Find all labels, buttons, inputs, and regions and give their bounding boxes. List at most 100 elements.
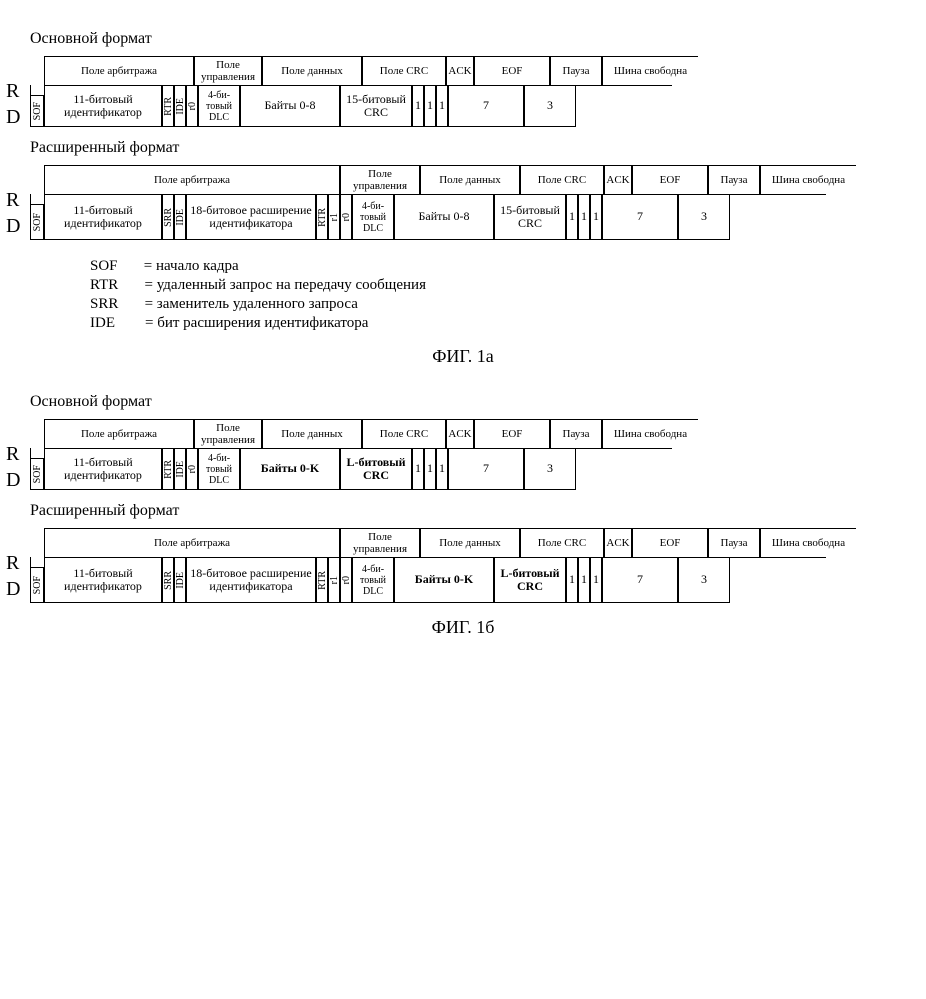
- eof: 7: [448, 448, 524, 490]
- rd-labels: R D: [6, 187, 20, 239]
- pause: 3: [678, 194, 730, 240]
- hdr-crc: Поле CRC: [362, 57, 446, 85]
- ide: IDE: [175, 209, 186, 226]
- eof: 7: [602, 557, 678, 603]
- title-basic-1a: Основной формат: [30, 30, 896, 48]
- ack-delim: 1: [436, 85, 448, 127]
- hdr-control: Поле управления: [194, 420, 262, 448]
- dlc: 4-би-товый DLC: [198, 448, 240, 490]
- rtr: RTR: [317, 208, 328, 227]
- hdr-data: Поле данных: [262, 420, 362, 448]
- d-label: D: [6, 576, 20, 602]
- ack-delim: 1: [590, 557, 602, 603]
- r0: r0: [187, 465, 198, 473]
- rtr: RTR: [163, 460, 174, 479]
- legend-srr: SRR = заменитель удаленного запроса: [90, 296, 896, 313]
- eof: 7: [602, 194, 678, 240]
- dlc: 4-би-товый DLC: [352, 194, 394, 240]
- hdr-busfree: Шина свободна: [602, 420, 698, 448]
- hdr-control: Поле управления: [340, 529, 420, 557]
- crc15: 15-битовый CRC: [340, 85, 412, 127]
- sof: SOF: [32, 102, 43, 120]
- hdr-pause: Пауза: [708, 529, 760, 557]
- crcL: L-битовый CRC: [340, 448, 412, 490]
- crcL: L-битовый CRC: [494, 557, 566, 603]
- r-label: R: [6, 78, 20, 104]
- d-label: D: [6, 104, 20, 130]
- bytesK: Байты 0-K: [240, 448, 340, 490]
- eof: 7: [448, 85, 524, 127]
- ide: IDE: [175, 461, 186, 478]
- id11: 11-битовый идентификатор: [44, 85, 162, 127]
- r-label: R: [6, 441, 20, 467]
- frame-basic-1a: R D Поле арбитража Поле управления Поле …: [30, 56, 896, 127]
- ack-slot: 1: [424, 85, 436, 127]
- busfree-line: [576, 85, 672, 127]
- crc15: 15-битовый CRC: [494, 194, 566, 240]
- hdr-crc: Поле CRC: [362, 420, 446, 448]
- dlc: 4-би-товый DLC: [198, 85, 240, 127]
- pause: 3: [678, 557, 730, 603]
- legend-ide: IDE = бит расширения идентификатора: [90, 315, 896, 332]
- ack-slot: 1: [578, 194, 590, 240]
- legend: SOF = начало кадра RTR = удаленный запро…: [90, 258, 896, 332]
- hdr-data: Поле данных: [262, 57, 362, 85]
- ext18: 18-битовое расширение идентификатора: [186, 194, 316, 240]
- frame-ext-1a: R D Поле арбитража Поле управления Поле …: [30, 165, 896, 240]
- sof: SOF: [32, 576, 43, 594]
- busfree-line: [576, 448, 672, 490]
- id11: 11-битовый идентификатор: [44, 557, 162, 603]
- hdr-busfree: Шина свободна: [760, 166, 856, 194]
- hdr-eof: EOF: [632, 166, 708, 194]
- hdr-arbitration: Поле арбитража: [44, 420, 194, 448]
- ack-delim: 1: [436, 448, 448, 490]
- d-label: D: [6, 213, 20, 239]
- bytes: Байты 0-8: [394, 194, 494, 240]
- hdr-ack: ACK: [446, 57, 474, 85]
- title-ext-1b: Расширенный формат: [30, 502, 896, 520]
- hdr-data: Поле данных: [420, 529, 520, 557]
- crc-delim: 1: [566, 194, 578, 240]
- crc-delim: 1: [412, 85, 424, 127]
- fig-1b-label: ФИГ. 1б: [30, 617, 896, 638]
- busfree-line: [730, 557, 826, 603]
- hdr-ack: ACK: [446, 420, 474, 448]
- frame-basic-1b: R D Поле арбитража Поле управления Поле …: [30, 419, 896, 490]
- bytesK: Байты 0-K: [394, 557, 494, 603]
- hdr-arbitration: Поле арбитража: [44, 166, 340, 194]
- d-label: D: [6, 467, 20, 493]
- title-basic-1b: Основной формат: [30, 393, 896, 411]
- hdr-ack: ACK: [604, 166, 632, 194]
- r-label: R: [6, 187, 20, 213]
- hdr-busfree: Шина свободна: [760, 529, 856, 557]
- fig-1a-label: ФИГ. 1а: [30, 346, 896, 367]
- r1: r1: [329, 213, 340, 221]
- ide: IDE: [175, 572, 186, 589]
- srr: SRR: [163, 208, 174, 227]
- crc-delim: 1: [566, 557, 578, 603]
- rtr: RTR: [163, 97, 174, 116]
- legend-sof: SOF = начало кадра: [90, 258, 896, 275]
- pause: 3: [524, 85, 576, 127]
- frame-ext-1b: R D Поле арбитража Поле управления Поле …: [30, 528, 896, 603]
- ext18: 18-битовое расширение идентификатора: [186, 557, 316, 603]
- title-ext-1a: Расширенный формат: [30, 139, 896, 157]
- ide: IDE: [175, 98, 186, 115]
- rd-labels: R D: [6, 550, 20, 602]
- crc-delim: 1: [412, 448, 424, 490]
- hdr-data: Поле данных: [420, 166, 520, 194]
- sof: SOF: [32, 465, 43, 483]
- r0: r0: [187, 102, 198, 110]
- hdr-eof: EOF: [632, 529, 708, 557]
- hdr-pause: Пауза: [708, 166, 760, 194]
- busfree-line: [730, 194, 826, 240]
- srr: SRR: [163, 571, 174, 590]
- r1: r1: [329, 576, 340, 584]
- hdr-pause: Пауза: [550, 420, 602, 448]
- sof: SOF: [32, 213, 43, 231]
- ack-slot: 1: [578, 557, 590, 603]
- hdr-crc: Поле CRC: [520, 166, 604, 194]
- hdr-pause: Пауза: [550, 57, 602, 85]
- dlc: 4-би-товый DLC: [352, 557, 394, 603]
- hdr-arbitration: Поле арбитража: [44, 529, 340, 557]
